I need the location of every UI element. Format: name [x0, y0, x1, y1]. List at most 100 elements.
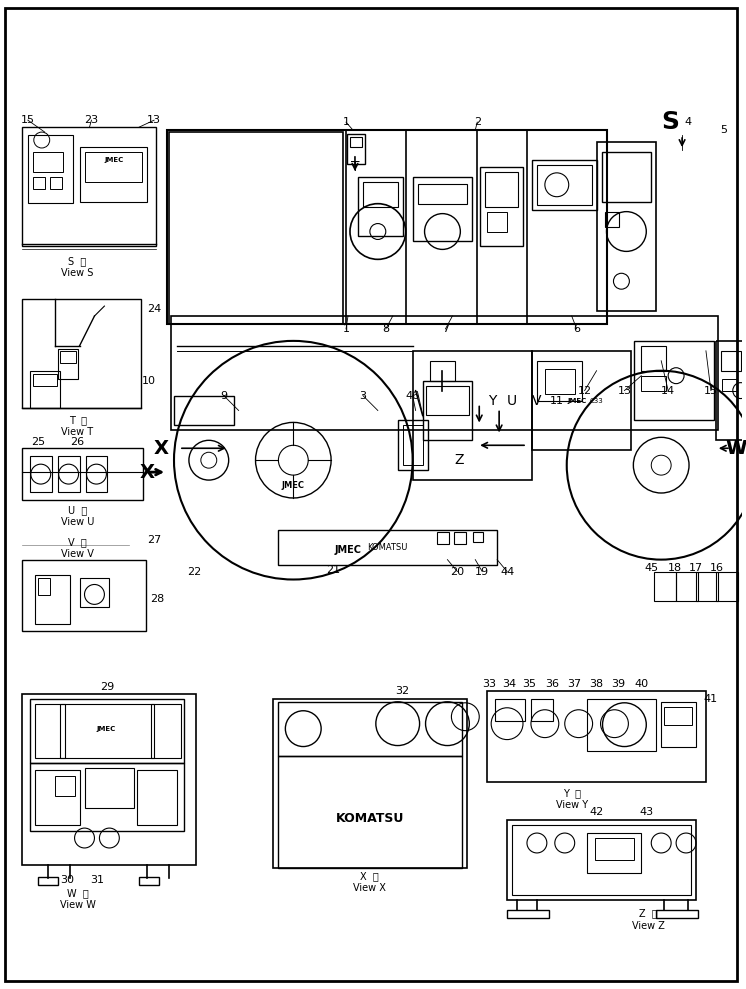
Text: U  視: U 視 — [68, 505, 87, 515]
Text: 3: 3 — [360, 391, 366, 401]
Bar — [634, 341, 714, 420]
Bar — [358, 177, 403, 236]
Text: X: X — [140, 463, 154, 482]
Text: 10: 10 — [142, 376, 156, 386]
Bar — [35, 575, 69, 624]
Bar — [22, 299, 141, 408]
Bar — [507, 910, 549, 918]
Bar — [86, 456, 107, 492]
Text: 40: 40 — [634, 678, 648, 689]
Text: W  視: W 視 — [66, 888, 89, 898]
Text: 19: 19 — [475, 567, 489, 577]
Text: V  視: V 視 — [68, 537, 87, 547]
Bar — [437, 532, 449, 544]
Text: 46: 46 — [406, 391, 420, 401]
Text: 44: 44 — [500, 567, 514, 577]
Text: 9: 9 — [220, 391, 228, 401]
Bar — [30, 371, 60, 408]
Text: View Z: View Z — [632, 921, 665, 931]
Bar — [151, 704, 181, 759]
Bar — [656, 910, 698, 918]
Bar — [140, 877, 159, 885]
Text: 35: 35 — [522, 678, 536, 689]
Text: W: W — [725, 439, 746, 458]
Text: 21: 21 — [326, 565, 340, 575]
Bar — [167, 131, 606, 324]
Text: 20: 20 — [451, 567, 465, 577]
Bar — [413, 351, 532, 480]
Text: 43: 43 — [639, 807, 653, 817]
Bar — [137, 770, 177, 825]
Bar — [507, 820, 696, 900]
Text: Z: Z — [454, 453, 464, 467]
Text: 36: 36 — [545, 678, 559, 689]
Text: View V: View V — [61, 549, 94, 559]
Bar — [696, 572, 718, 601]
Text: View Y: View Y — [556, 800, 588, 810]
Text: 1: 1 — [342, 117, 350, 128]
Bar — [38, 877, 57, 885]
Bar — [38, 578, 50, 595]
Bar — [28, 135, 72, 203]
Text: View T: View T — [61, 427, 93, 437]
Text: C33: C33 — [589, 398, 604, 404]
Text: 45: 45 — [645, 563, 658, 573]
Bar — [22, 128, 156, 246]
Text: 27: 27 — [147, 535, 161, 545]
Text: T: T — [351, 160, 360, 174]
Bar — [721, 351, 741, 371]
Bar — [80, 578, 110, 607]
Text: 8: 8 — [382, 324, 389, 334]
Text: 28: 28 — [150, 594, 164, 604]
Bar — [403, 425, 422, 465]
Bar — [716, 341, 746, 440]
Text: 4: 4 — [685, 117, 692, 128]
Bar — [454, 532, 466, 544]
Text: 22: 22 — [186, 567, 201, 577]
Text: 6: 6 — [573, 324, 580, 334]
Bar — [722, 379, 737, 391]
Text: 23: 23 — [84, 115, 98, 126]
Bar — [532, 160, 597, 210]
Bar — [597, 142, 656, 312]
Bar — [413, 177, 472, 241]
Text: View X: View X — [354, 883, 386, 893]
Bar — [430, 361, 455, 381]
Bar — [487, 691, 706, 782]
Bar — [425, 386, 469, 415]
Text: 41: 41 — [703, 694, 718, 704]
Text: 33: 33 — [482, 678, 496, 689]
Bar — [545, 369, 574, 394]
Bar — [169, 133, 343, 324]
Text: 39: 39 — [612, 678, 625, 689]
Text: JMEC: JMEC — [104, 157, 124, 163]
Text: 13: 13 — [147, 115, 161, 126]
Text: U: U — [507, 394, 517, 407]
Bar — [601, 152, 651, 202]
Bar — [60, 704, 154, 759]
Text: 16: 16 — [710, 563, 724, 573]
Text: KOMATSU: KOMATSU — [368, 543, 408, 552]
Text: 24: 24 — [147, 304, 161, 315]
Text: 5: 5 — [721, 125, 727, 135]
Bar — [473, 532, 483, 542]
Text: 42: 42 — [589, 807, 604, 817]
Bar — [35, 704, 65, 759]
Text: S: S — [661, 110, 679, 135]
Bar — [537, 165, 592, 205]
Bar — [661, 702, 696, 747]
Bar — [30, 764, 184, 831]
Bar — [422, 381, 472, 440]
Text: X  視: X 視 — [360, 870, 379, 881]
Bar — [30, 456, 51, 492]
Bar — [174, 396, 233, 425]
Bar — [80, 147, 147, 202]
Text: 15: 15 — [21, 115, 35, 126]
Text: 14: 14 — [661, 386, 675, 396]
Bar — [398, 420, 427, 470]
Bar — [485, 172, 518, 207]
Text: Y: Y — [488, 394, 496, 407]
Text: 31: 31 — [90, 875, 104, 885]
Text: 37: 37 — [568, 678, 582, 689]
Text: View W: View W — [60, 900, 95, 910]
